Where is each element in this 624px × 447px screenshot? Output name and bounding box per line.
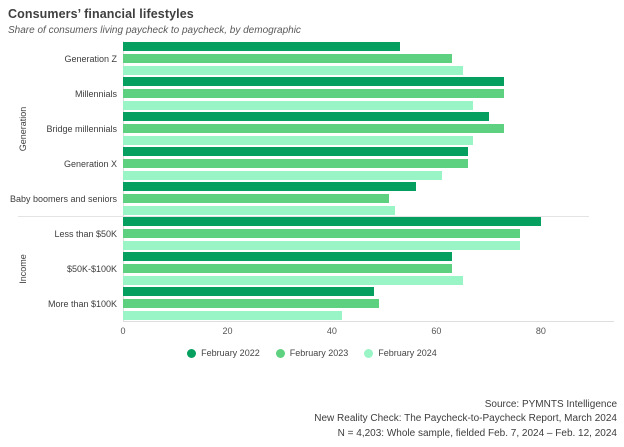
- x-axis-ticks: 0 20 40 60 80: [120, 326, 614, 338]
- legend-swatch-icon: [364, 348, 374, 358]
- footer-sample-line: N = 4,203: Whole sample, fielded Feb. 7,…: [337, 427, 617, 439]
- bar-baby-boomers-and-seniors-february-2022: [123, 182, 416, 191]
- category-group-less-than-50k: Less than $50K: [8, 216, 614, 251]
- section-label-generation: Generation: [18, 106, 28, 151]
- category-group-bridge-millennials: Bridge millennials: [8, 111, 614, 146]
- bar-cluster: [123, 182, 614, 215]
- category-label: Millennials: [74, 88, 117, 99]
- legend-swatch-icon: [187, 348, 197, 358]
- legend-label: February 2023: [289, 348, 349, 358]
- bar-less-than-50k-february-2022: [123, 217, 541, 226]
- bar-more-than-100k-february-2023: [123, 299, 379, 308]
- section-divider: [18, 216, 589, 217]
- chart-legend: February 2022 February 2023 February 2024: [0, 348, 624, 358]
- bar-generation-z-february-2023: [123, 54, 453, 63]
- bar-50k-100k-february-2022: [123, 252, 453, 261]
- category-label: $50K-$100K: [66, 263, 117, 274]
- bar-generation-x-february-2023: [123, 159, 468, 168]
- bar-cluster: [123, 252, 614, 285]
- chart-title: Consumers’ financial lifestyles: [8, 7, 194, 21]
- legend-swatch-icon: [275, 348, 285, 358]
- category-label: More than $100K: [47, 298, 117, 309]
- bar-baby-boomers-and-seniors-february-2023: [123, 194, 390, 203]
- bar-cluster: [123, 77, 614, 110]
- bar-generation-z-february-2022: [123, 42, 400, 51]
- bar-more-than-100k-february-2022: [123, 287, 374, 296]
- x-axis-line: [123, 321, 614, 322]
- bar-millennials-february-2022: [123, 77, 505, 86]
- category-label: Generation Z: [64, 53, 117, 64]
- bar-cluster: [123, 217, 614, 250]
- source-footer: Source: PYMNTS Intelligence New Reality …: [314, 398, 617, 442]
- x-tick-label-60: 60: [431, 326, 442, 336]
- legend-item-february-2024: February 2024: [364, 348, 437, 358]
- x-tick-label-80: 80: [535, 326, 546, 336]
- bar-millennials-february-2024: [123, 101, 473, 110]
- x-tick-label-40: 40: [326, 326, 337, 336]
- section-label-income: Income: [18, 253, 28, 284]
- x-tick-label-0: 0: [120, 326, 126, 336]
- bar-cluster: [123, 112, 614, 145]
- x-tick-label-20: 20: [222, 326, 233, 336]
- legend-item-february-2022: February 2022: [187, 348, 260, 358]
- category-group-generation-x: Generation X: [8, 146, 614, 181]
- bar-cluster: [123, 287, 614, 320]
- bar-bridge-millennials-february-2023: [123, 124, 505, 133]
- category-group-baby-boomers-and-seniors: Baby boomers and seniors: [8, 181, 614, 216]
- chart-subtitle: Share of consumers living paycheck to pa…: [8, 25, 301, 36]
- bar-millennials-february-2023: [123, 89, 505, 98]
- paycheck-bar-chart: Generation Z Millennials Bridge millennial…: [8, 39, 614, 339]
- bar-50k-100k-february-2023: [123, 264, 453, 273]
- bar-less-than-50k-february-2023: [123, 229, 520, 238]
- bar-less-than-50k-february-2024: [123, 241, 520, 250]
- category-label: Baby boomers and seniors: [9, 193, 117, 204]
- category-label: Less than $50K: [54, 228, 117, 239]
- bar-50k-100k-february-2024: [123, 276, 463, 285]
- legend-label: February 2024: [378, 348, 437, 358]
- category-group-50k-100k: $50K-$100K: [8, 251, 614, 286]
- category-group-millennials: Millennials: [8, 76, 614, 111]
- category-group-generation-z: Generation Z: [8, 41, 614, 76]
- category-label: Bridge millennials: [46, 123, 117, 134]
- y-axis-line: [123, 41, 124, 321]
- category-label: Generation X: [63, 158, 117, 169]
- bar-baby-boomers-and-seniors-february-2024: [123, 206, 395, 215]
- bar-generation-x-february-2024: [123, 171, 442, 180]
- footer-source-line: Source: PYMNTS Intelligence: [484, 398, 617, 410]
- bar-bridge-millennials-february-2022: [123, 112, 489, 121]
- chart-header: Consumers’ financial lifestyles Share of…: [0, 0, 624, 36]
- chart-rows: Generation Z Millennials Bridge millennial…: [8, 41, 614, 321]
- footer-report-line: New Reality Check: The Paycheck-to-Paych…: [314, 413, 617, 424]
- legend-item-february-2023: February 2023: [275, 348, 349, 358]
- bar-cluster: [123, 42, 614, 75]
- bar-more-than-100k-february-2024: [123, 311, 343, 320]
- bar-cluster: [123, 147, 614, 180]
- bar-bridge-millennials-february-2024: [123, 136, 473, 145]
- category-group-more-than-100k: More than $100K: [8, 286, 614, 321]
- bar-generation-x-february-2022: [123, 147, 468, 156]
- legend-label: February 2022: [201, 348, 260, 358]
- bar-generation-z-february-2024: [123, 66, 463, 75]
